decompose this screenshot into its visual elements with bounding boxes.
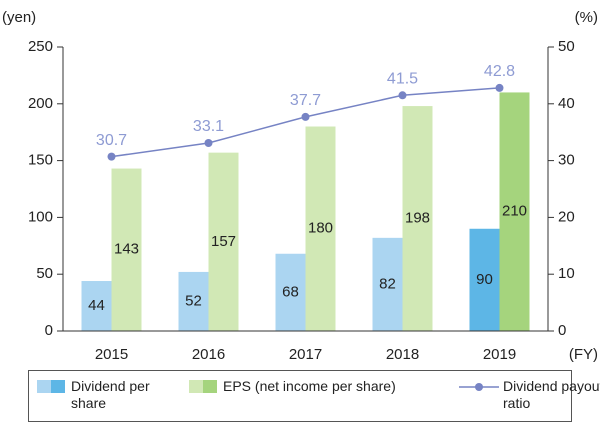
bar-label: 68 <box>282 283 299 300</box>
legend-item: Dividend payout ratio <box>459 378 600 412</box>
x-tick-label: 2017 <box>289 346 322 363</box>
y-tick-label: 50 <box>36 265 53 282</box>
y2-tick-label: 50 <box>558 38 575 55</box>
bar-label: 143 <box>114 241 139 258</box>
x-tick-label: 2015 <box>95 346 128 363</box>
line-label: 41.5 <box>387 70 418 87</box>
x-tick-label: 2018 <box>386 346 419 363</box>
legend-swatch <box>203 380 217 393</box>
line-marker <box>495 83 504 92</box>
bar <box>208 152 239 331</box>
y2-tick-label: 40 <box>558 95 575 112</box>
bar <box>402 106 433 332</box>
bar-label: 180 <box>308 220 333 237</box>
y-tick-label: 0 <box>45 322 53 339</box>
legend: Dividend per share EPS (net income per sh… <box>28 370 600 422</box>
legend-swatch <box>189 380 203 393</box>
line-label: 42.8 <box>484 63 515 80</box>
y-tick-label: 100 <box>28 208 53 225</box>
legend-item: EPS (net income per share) <box>189 378 483 395</box>
line-marker <box>107 152 116 161</box>
line-marker <box>301 112 310 121</box>
bar <box>372 237 403 331</box>
bar <box>81 281 112 331</box>
y2-tick-label: 0 <box>558 322 566 339</box>
bar-label: 90 <box>476 271 493 288</box>
bar <box>499 92 530 331</box>
x-unit: (FY) <box>569 346 598 363</box>
y2-tick-label: 10 <box>558 265 575 282</box>
chart: (yen) (%) (FY) 44 52 68 82 90 143 157 180 198 210… <box>2 9 598 363</box>
y-tick-label: 250 <box>28 38 53 55</box>
bar-label: 44 <box>88 297 105 314</box>
line-marker <box>398 91 407 100</box>
bar <box>305 126 336 332</box>
y2-tick-label: 30 <box>558 152 575 169</box>
bar-label: 82 <box>379 275 396 292</box>
line-label: 37.7 <box>290 92 321 109</box>
bar-label: 198 <box>405 210 430 227</box>
y-tick-label: 150 <box>28 152 53 169</box>
line-label: 33.1 <box>193 118 224 135</box>
legend-label: EPS (net income per share) <box>223 378 396 394</box>
bar <box>178 271 209 331</box>
line-label: 30.7 <box>96 132 127 149</box>
bar <box>469 228 500 331</box>
legend-label: Dividend payout ratio <box>503 378 600 411</box>
bar-label: 210 <box>502 203 527 220</box>
bar <box>111 168 142 331</box>
legend-swatch <box>459 378 499 394</box>
bar-label: 157 <box>211 233 236 250</box>
line-marker <box>204 138 213 147</box>
y2-tick-label: 20 <box>558 208 575 225</box>
y-tick-label: 200 <box>28 95 53 112</box>
legend-item: Dividend per share <box>37 378 181 412</box>
y2-axis-label: (%) <box>575 9 598 26</box>
legend-label: Dividend per share <box>71 378 150 411</box>
x-tick-label: 2019 <box>483 346 516 363</box>
y-axis-label: (yen) <box>2 9 36 26</box>
bar <box>275 253 306 331</box>
x-tick-label: 2016 <box>192 346 225 363</box>
bar-label: 52 <box>185 292 202 309</box>
legend-swatch <box>51 380 65 393</box>
legend-swatch <box>37 380 51 393</box>
